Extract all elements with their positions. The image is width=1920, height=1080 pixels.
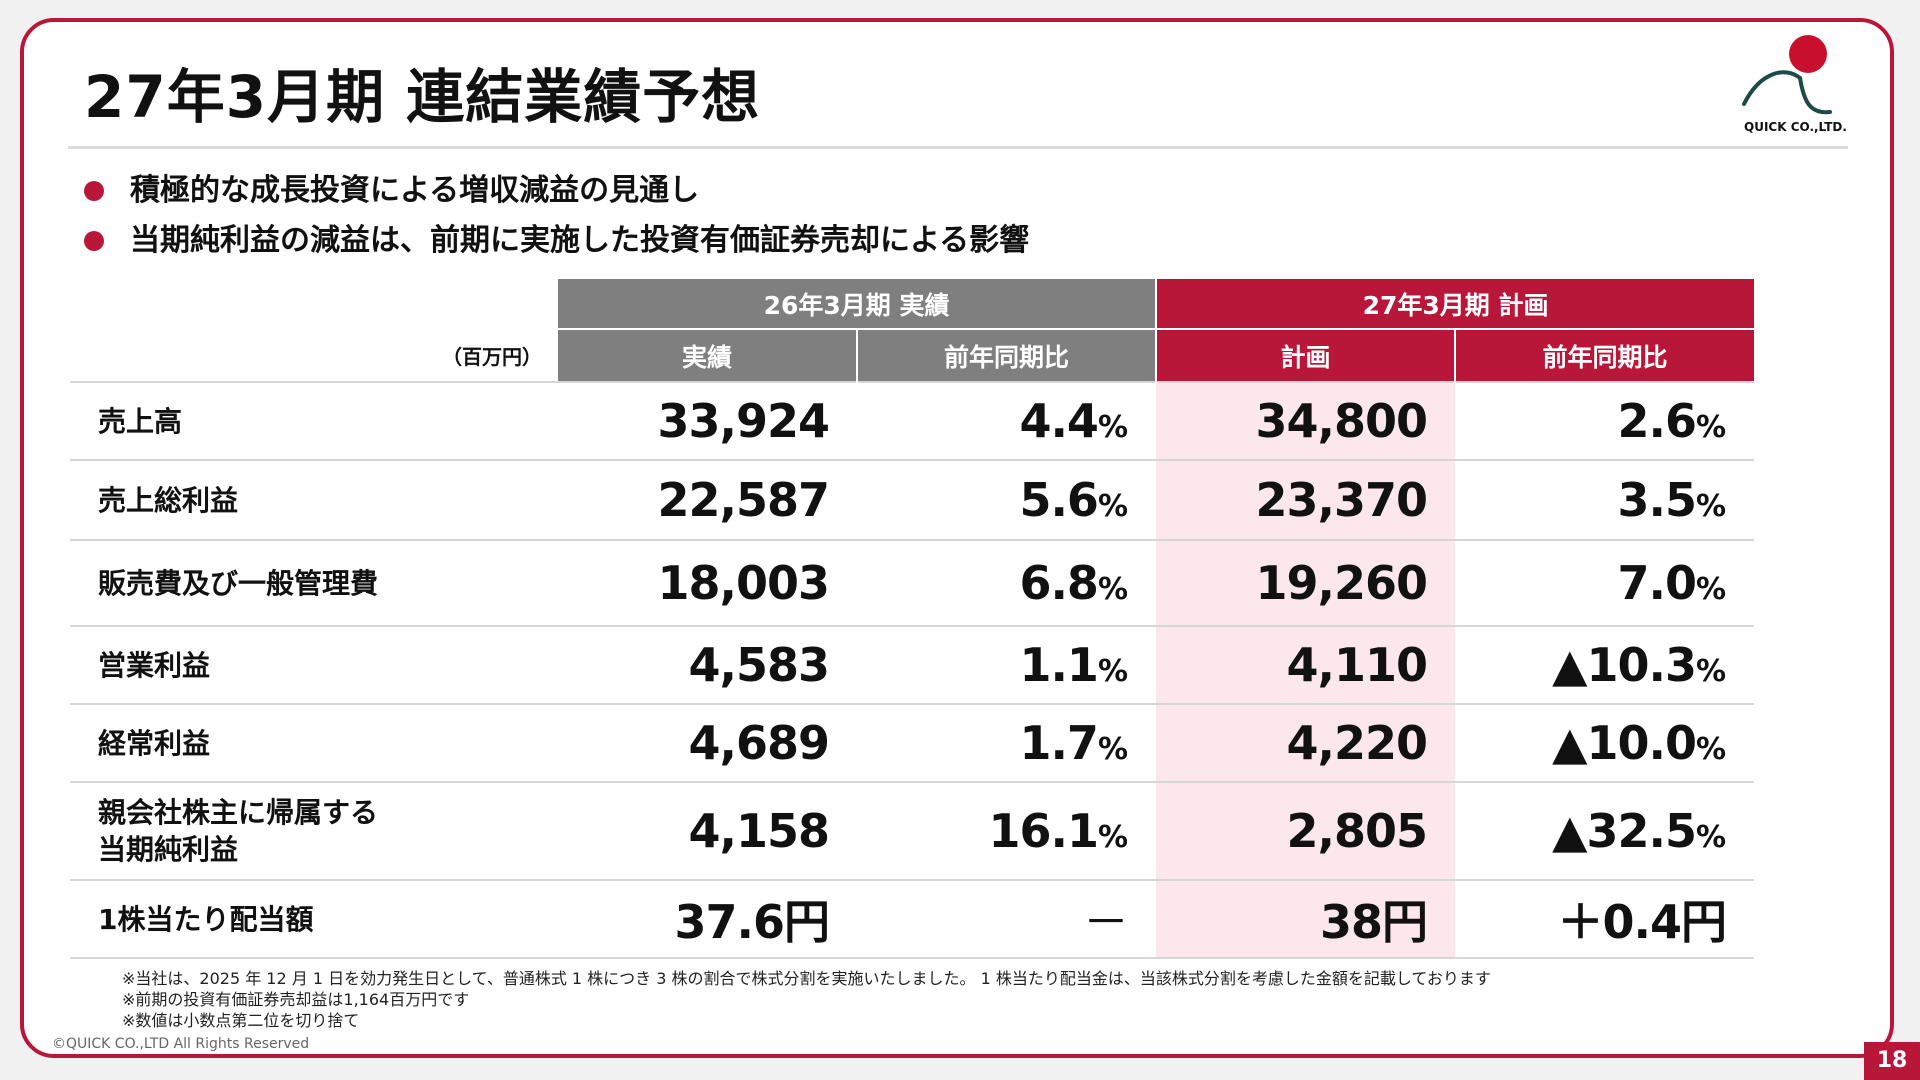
- actual-yoy: 16.1%: [857, 781, 1157, 880]
- page-number: 18: [1864, 1042, 1920, 1080]
- row-label: 経常利益: [70, 703, 558, 782]
- row-label: 1株当たり配当額: [70, 879, 558, 959]
- table-row: 親会社株主に帰属する 当期純利益 4,158 16.1% 2,805 ▲32.5%: [70, 781, 1755, 880]
- actual-value: 18,003: [558, 539, 857, 626]
- plan-value: 34,800: [1156, 381, 1456, 460]
- plan-yoy: 2.6%: [1455, 381, 1755, 460]
- actual-yoy: 1.7%: [857, 703, 1157, 782]
- actual-yoy: 5.6%: [857, 459, 1157, 540]
- bullet-item: 積極的な成長投資による増収減益の見通し: [84, 166, 1029, 216]
- table-row: 営業利益 4,583 1.1% 4,110 ▲10.3%: [70, 625, 1755, 704]
- header-blank: [70, 279, 558, 329]
- table-row: 売上高 33,924 4.4% 34,800 2.6%: [70, 381, 1755, 460]
- bullet-list: 積極的な成長投資による増収減益の見通し 当期純利益の減益は、前期に実施した投資有…: [84, 166, 1029, 266]
- actual-yoy: －: [857, 879, 1157, 959]
- logo-mark-icon: [1742, 35, 1832, 115]
- footnotes: ※当社は、2025 年 12 月 1 日を効力発生日として、普通株式 1 株につ…: [122, 968, 1491, 1031]
- forecast-table: 26年3月期 実績 27年3月期 計画 （百万円） 実績 前年同期比 計画 前年…: [70, 279, 1755, 959]
- plan-value: 4,110: [1156, 625, 1456, 704]
- plan-yoy: 3.5%: [1455, 459, 1755, 540]
- actual-yoy: 6.8%: [857, 539, 1157, 626]
- plan-yoy: ▲10.3%: [1455, 625, 1755, 704]
- plan-value: 4,220: [1156, 703, 1456, 782]
- plan-value: 23,370: [1156, 459, 1456, 540]
- footnote: ※前期の投資有価証券売却益は1,164百万円です: [122, 990, 470, 1009]
- actual-value: 33,924: [558, 381, 857, 460]
- table-row: 販売費及び一般管理費 18,003 6.8% 19,260 7.0%: [70, 539, 1755, 626]
- actual-yoy: 4.4%: [857, 381, 1157, 460]
- plan-value: 38円: [1156, 879, 1456, 959]
- copyright: ©QUICK CO.,LTD All Rights Reserved: [52, 1036, 310, 1052]
- logo-text: QUICK CO.,LTD.: [1744, 120, 1847, 134]
- row-label: 売上総利益: [70, 459, 558, 540]
- unit-label: （百万円）: [442, 344, 542, 369]
- table-row: 売上総利益 22,587 5.6% 23,370 3.5%: [70, 459, 1755, 540]
- row-label: 販売費及び一般管理費: [70, 539, 558, 626]
- row-label: 営業利益: [70, 625, 558, 704]
- actual-value: 4,158: [558, 781, 857, 880]
- group-header-actual: 26年3月期 実績: [558, 279, 1158, 329]
- col-header-plan: 計画: [1156, 328, 1457, 382]
- bullet-dot-icon: [84, 181, 104, 201]
- actual-value: 4,583: [558, 625, 857, 704]
- plan-yoy: ▲10.0%: [1455, 703, 1755, 782]
- plan-value: 19,260: [1156, 539, 1456, 626]
- title-divider: [68, 146, 1848, 149]
- row-label: 親会社株主に帰属する 当期純利益: [70, 781, 558, 880]
- actual-yoy: 1.1%: [857, 625, 1157, 704]
- col-header-actual: 実績: [558, 328, 858, 382]
- plan-yoy: ＋0.4円: [1455, 879, 1755, 959]
- group-header-plan: 27年3月期 計画: [1156, 279, 1755, 329]
- table-row: 1株当たり配当額 37.6円 － 38円 ＋0.4円: [70, 879, 1755, 959]
- col-header-plan-yoy: 前年同期比: [1455, 328, 1755, 382]
- footnote: ※数値は小数点第二位を切り捨て: [122, 1011, 360, 1030]
- actual-value: 4,689: [558, 703, 857, 782]
- slide-title: 27年3月期 連結業績予想: [84, 63, 761, 131]
- plan-yoy: 7.0%: [1455, 539, 1755, 626]
- actual-value: 22,587: [558, 459, 857, 540]
- row-label: 売上高: [70, 381, 558, 460]
- company-logo: QUICK CO.,LTD.: [1730, 32, 1850, 142]
- bullet-dot-icon: [84, 231, 104, 251]
- plan-yoy: ▲32.5%: [1455, 781, 1755, 880]
- actual-value: 37.6円: [558, 879, 857, 959]
- bullet-item: 当期純利益の減益は、前期に実施した投資有価証券売却による影響: [84, 216, 1029, 266]
- table-row: 経常利益 4,689 1.7% 4,220 ▲10.0%: [70, 703, 1755, 782]
- footnote: ※当社は、2025 年 12 月 1 日を効力発生日として、普通株式 1 株につ…: [122, 969, 1491, 988]
- col-header-actual-yoy: 前年同期比: [857, 328, 1158, 382]
- plan-value: 2,805: [1156, 781, 1456, 880]
